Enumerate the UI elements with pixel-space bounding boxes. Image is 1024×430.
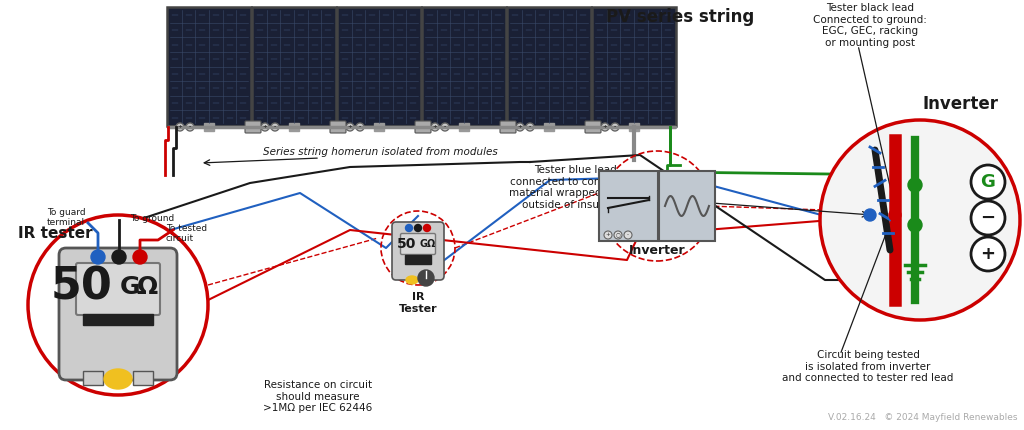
Text: +: + [603,125,607,129]
Text: Circuit being tested
is isolated from inverter
and connected to tester red lead: Circuit being tested is isolated from in… [782,350,953,383]
FancyBboxPatch shape [252,7,336,126]
Text: -: - [613,125,616,129]
Text: −: − [980,209,995,227]
FancyBboxPatch shape [76,263,160,315]
Circle shape [261,123,269,131]
Text: +: + [348,125,352,129]
Circle shape [971,165,1005,199]
Circle shape [424,224,430,231]
Text: +: + [433,125,437,129]
Circle shape [820,120,1020,320]
FancyBboxPatch shape [415,121,431,133]
FancyBboxPatch shape [599,171,658,241]
Circle shape [418,270,434,286]
Circle shape [415,224,422,231]
Bar [544,123,554,131]
FancyBboxPatch shape [245,121,261,133]
Text: ○: ○ [615,233,621,237]
Text: To ground: To ground [130,214,174,223]
Text: G: G [120,275,140,299]
Text: Tester black lead
Connected to ground:
EGC, GEC, racking
or mounting post: Tester black lead Connected to ground: E… [813,3,927,48]
Text: Series string homerun isolated from modules: Series string homerun isolated from modu… [262,147,498,157]
Bar [133,371,153,385]
Text: -: - [358,125,361,129]
Circle shape [908,178,922,192]
Circle shape [431,123,439,131]
Text: +: + [605,233,610,237]
Circle shape [889,209,901,221]
Text: +: + [263,125,267,129]
Text: V.02.16.24   © 2024 Mayfield Renewables: V.02.16.24 © 2024 Mayfield Renewables [828,413,1018,422]
FancyBboxPatch shape [167,7,251,126]
Circle shape [271,123,279,131]
Text: +: + [178,125,182,129]
Circle shape [971,237,1005,271]
Text: Tester blue lead
connected to conductive
material wrapped around
outside of insu: Tester blue lead connected to conductive… [509,165,641,210]
Circle shape [611,123,618,131]
Text: Resistance on circuit
should measure
>1MΩ per IEC 62446: Resistance on circuit should measure >1M… [263,380,373,413]
FancyBboxPatch shape [337,7,421,126]
FancyBboxPatch shape [507,7,591,126]
Text: -: - [273,125,276,129]
Bar [406,255,431,264]
Text: 50: 50 [396,237,416,251]
Ellipse shape [406,276,418,284]
FancyBboxPatch shape [592,7,676,126]
Bar [459,123,469,131]
Text: +: + [518,125,522,129]
Text: Inverter: Inverter [629,244,685,257]
Text: -: - [528,125,531,129]
Text: Inverter: Inverter [922,95,998,113]
Bar [289,123,299,131]
FancyBboxPatch shape [400,233,435,255]
Text: IR tester: IR tester [18,225,92,240]
Bar [83,314,153,325]
Circle shape [614,231,622,239]
Circle shape [526,123,534,131]
Text: Ω: Ω [136,275,157,299]
Text: -: - [443,125,446,129]
Text: GΩ: GΩ [420,239,436,249]
Circle shape [516,123,524,131]
FancyBboxPatch shape [392,222,444,280]
Text: -: - [627,233,629,237]
Circle shape [601,123,609,131]
Text: 50: 50 [51,265,113,308]
Ellipse shape [104,369,132,389]
Text: To tested
circuit: To tested circuit [166,224,207,243]
Bar [204,123,214,131]
FancyBboxPatch shape [422,7,506,126]
Bar [629,123,639,131]
Circle shape [441,123,449,131]
Text: -: - [188,125,191,129]
Circle shape [604,231,612,239]
Circle shape [176,123,184,131]
Circle shape [624,231,632,239]
FancyBboxPatch shape [659,171,715,241]
Circle shape [971,201,1005,235]
FancyBboxPatch shape [59,248,177,380]
Text: To guard
terminal: To guard terminal [47,208,85,227]
FancyBboxPatch shape [585,121,601,133]
Text: PV series string: PV series string [606,8,754,26]
FancyBboxPatch shape [500,121,516,133]
Circle shape [908,218,922,232]
FancyBboxPatch shape [330,121,346,133]
Circle shape [28,215,208,395]
Circle shape [91,250,105,264]
Circle shape [133,250,147,264]
Text: IR
Tester: IR Tester [398,292,437,313]
Circle shape [346,123,354,131]
Text: G: G [981,173,995,191]
Circle shape [356,123,364,131]
Bar [374,123,384,131]
Circle shape [406,224,413,231]
Circle shape [112,250,126,264]
Text: +: + [981,245,995,263]
Circle shape [864,209,876,221]
Bar [83,371,103,385]
Circle shape [186,123,194,131]
